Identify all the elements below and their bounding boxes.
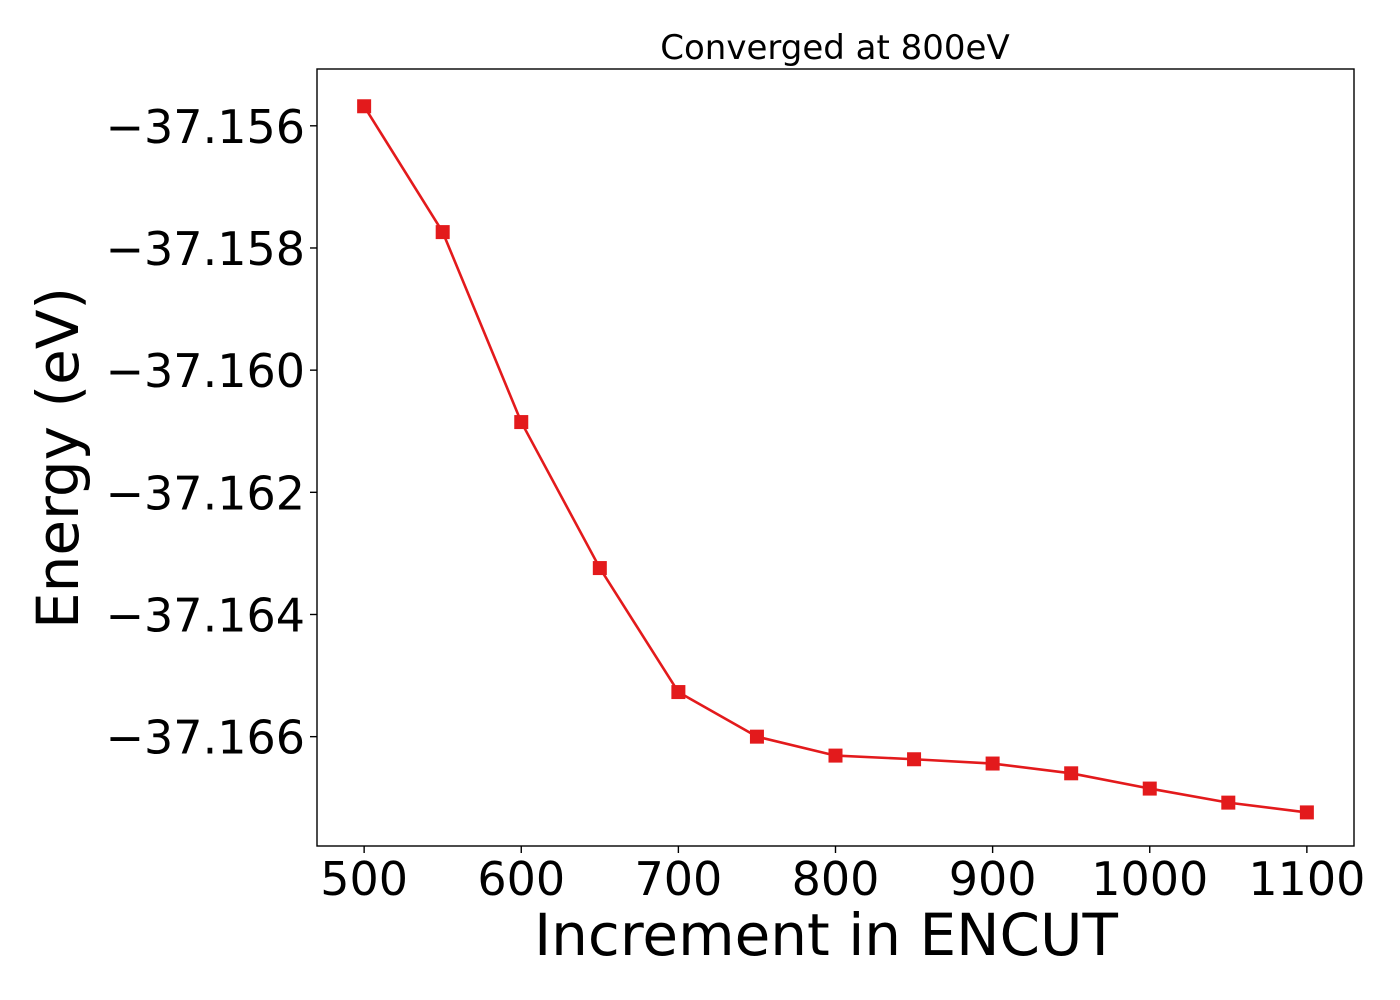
data-point-marker: [1299, 805, 1314, 820]
x-tick-label: 500: [320, 852, 408, 906]
y-tick-label: −37.156: [106, 100, 306, 154]
x-tick-label: 700: [634, 852, 722, 906]
y-axis: −37.156 −37.158 −37.160 −37.162 −37.164 −37.1…: [106, 100, 317, 765]
x-axis: 500 600 700 800 900 1000 1100: [320, 846, 1365, 906]
x-axis-label: Increment in ENCUT: [534, 901, 1118, 969]
y-tick-label: −37.164: [106, 588, 306, 642]
y-tick-label: −37.166: [106, 711, 306, 765]
y-tick-label: −37.162: [106, 466, 306, 520]
x-tick-label: 1000: [1091, 852, 1208, 906]
x-tick-label: 600: [477, 852, 565, 906]
x-tick-label: 800: [792, 852, 880, 906]
chart-title: Converged at 800eV: [660, 28, 1009, 68]
data-point-marker: [985, 756, 1000, 771]
data-point-marker: [907, 752, 922, 767]
data-point-marker: [357, 99, 372, 114]
data-point-marker: [1064, 766, 1079, 781]
plot-area: [317, 69, 1354, 846]
data-point-marker: [1221, 795, 1236, 810]
y-tick-label: −37.158: [106, 222, 306, 276]
data-point-marker: [435, 225, 450, 240]
plot-frame: [316, 68, 1355, 847]
data-point-marker: [514, 415, 529, 430]
data-point-marker: [749, 729, 764, 744]
data-point-marker: [592, 561, 607, 576]
data-point-marker: [828, 748, 843, 763]
x-tick-label: 900: [949, 852, 1037, 906]
y-axis-label: Energy (eV): [24, 287, 92, 629]
data-point-marker: [1142, 781, 1157, 796]
series-layer: [357, 99, 1314, 820]
data-point-marker: [671, 685, 686, 700]
y-tick-label: −37.160: [106, 344, 306, 398]
x-tick-label: 1100: [1248, 852, 1365, 906]
